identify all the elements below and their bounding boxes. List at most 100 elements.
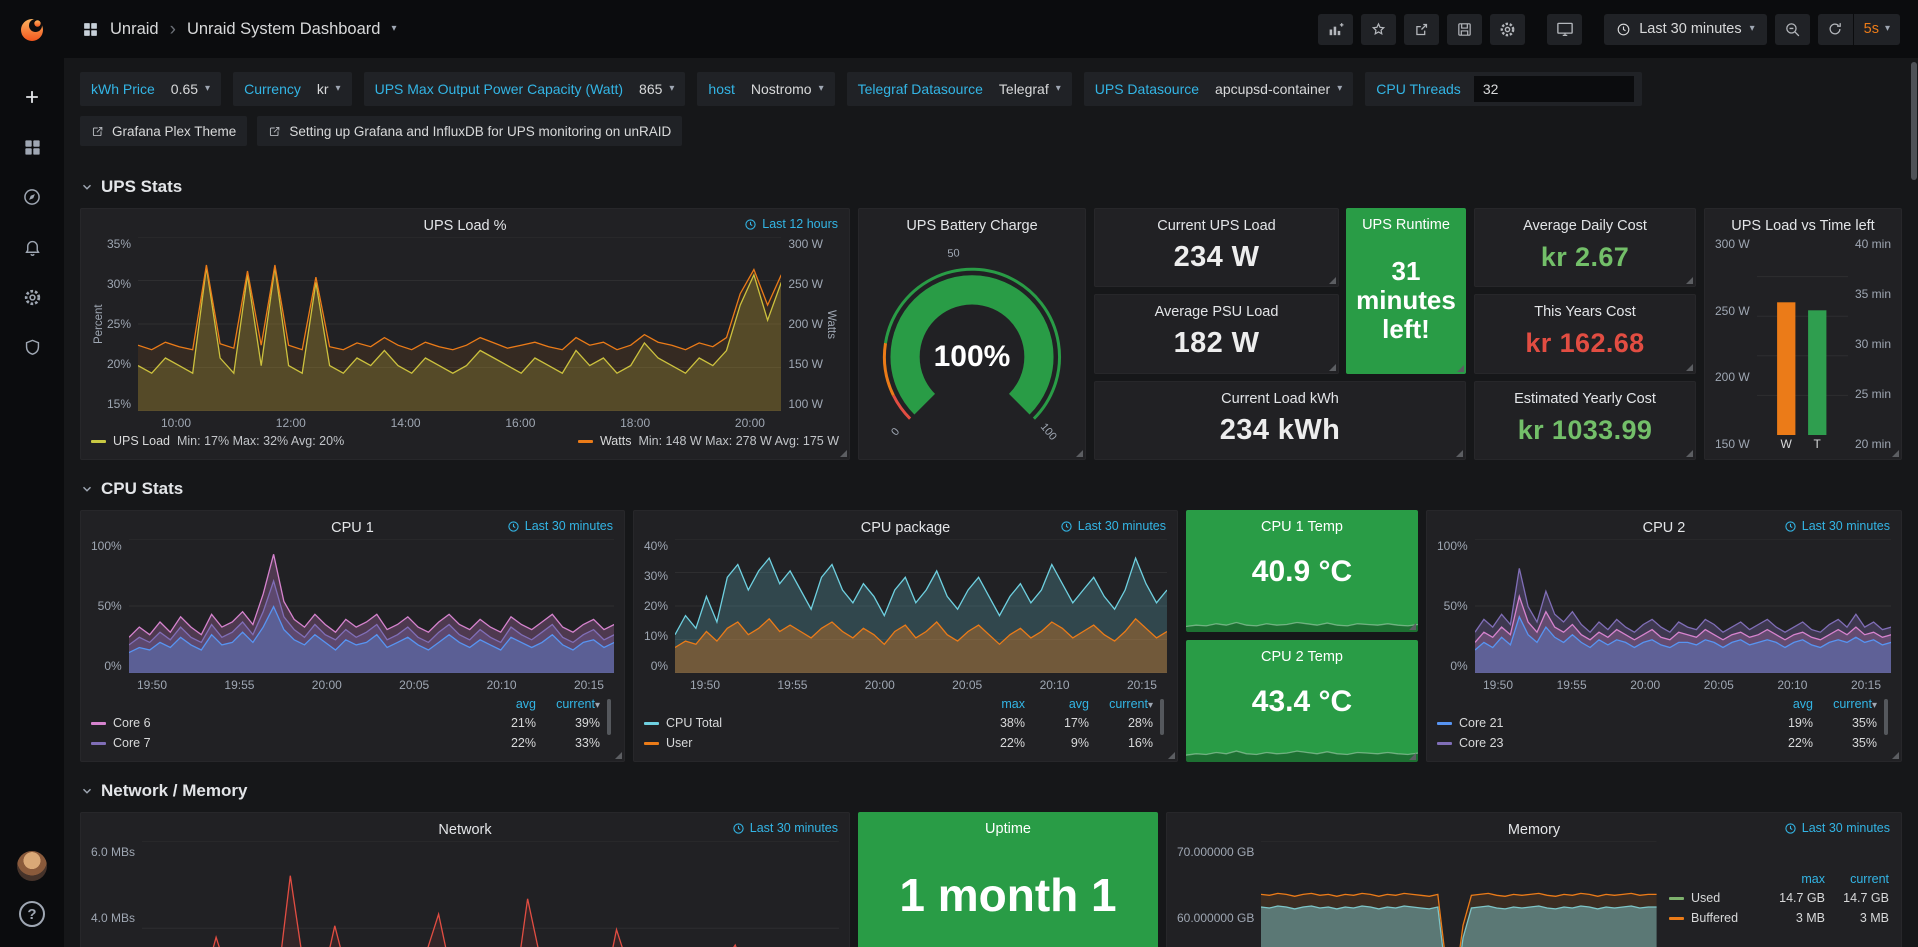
variable-currency-select[interactable]: kr ▾ xyxy=(310,72,348,106)
legend-header: max avg current▾ xyxy=(644,695,1153,713)
refresh-button[interactable] xyxy=(1817,13,1853,45)
grafana-logo[interactable] xyxy=(0,0,64,58)
panel-title[interactable]: Current UPS Load xyxy=(1157,218,1276,234)
legend-col-header[interactable]: current▾ xyxy=(1109,697,1153,711)
legend-series-name[interactable]: Core 7 xyxy=(91,736,472,750)
legend-value: 16% xyxy=(1127,736,1153,750)
legend-series-name[interactable]: Used xyxy=(1669,891,1761,905)
section-header-network-memory[interactable]: Network / Memory xyxy=(80,780,1902,802)
panel-title[interactable]: UPS Load vs Time left xyxy=(1731,218,1875,234)
legend-value: 22% xyxy=(1787,736,1813,750)
legend-series-name[interactable]: Core 23 xyxy=(1437,736,1749,750)
y-tick-label: 50% xyxy=(97,599,122,613)
legend-value: 19% xyxy=(1787,716,1813,730)
panel-title[interactable]: UPS Runtime xyxy=(1362,217,1450,233)
sidebar-item-alerting[interactable] xyxy=(12,230,52,264)
variable-cpu-threads-input[interactable] xyxy=(1473,76,1634,102)
panel-title[interactable]: CPU 1 Temp xyxy=(1261,519,1343,535)
panel-title[interactable]: Current Load kWh xyxy=(1221,390,1339,407)
sidebar-item-admin[interactable] xyxy=(12,330,52,364)
save-button[interactable] xyxy=(1447,13,1483,45)
sidebar-item-dashboards[interactable] xyxy=(12,130,52,164)
section-header-cpu-stats[interactable]: CPU Stats xyxy=(80,478,1902,500)
cpu-package-chart[interactable] xyxy=(675,539,1167,673)
variable-telegraf-datasource-select[interactable]: Telegraf ▾ xyxy=(992,72,1068,106)
legend-series-name[interactable]: UPS Load xyxy=(113,434,170,448)
panel-title[interactable]: Estimated Yearly Cost xyxy=(1514,390,1656,407)
panel-title[interactable]: Memory xyxy=(1507,822,1561,838)
refresh-interval-picker[interactable]: 5s ▾ xyxy=(1853,13,1900,45)
breadcrumb-app[interactable]: Unraid xyxy=(110,19,159,38)
legend-scrollbar[interactable] xyxy=(607,699,611,735)
legend: avg current▾ Core 6 21% 39% Core 7 22% 3… xyxy=(91,695,614,753)
breadcrumb-dashboard-title[interactable]: Unraid System Dashboard xyxy=(186,19,381,38)
cpu2-chart[interactable] xyxy=(1474,539,1891,673)
variable-label: CPU Threads xyxy=(1376,81,1461,97)
sidebar-nav xyxy=(12,80,52,849)
dashboard-settings-button[interactable] xyxy=(1490,13,1526,45)
legend-scrollbar[interactable] xyxy=(1884,699,1888,735)
dashboard-link-plex-theme[interactable]: Grafana Plex Theme xyxy=(80,116,248,146)
legend-series-stats: Min: 148 W Max: 278 W Avg: 175 W xyxy=(638,434,839,448)
page-scrollbar-thumb[interactable] xyxy=(1911,62,1917,180)
panel-title[interactable]: Average PSU Load xyxy=(1154,304,1279,321)
legend-scrollbar[interactable] xyxy=(1160,699,1164,735)
time-range-picker[interactable]: Last 30 minutes ▾ xyxy=(1604,13,1767,45)
legend-col-header[interactable]: avg xyxy=(515,697,536,711)
legend-series-name[interactable]: Core 6 xyxy=(91,716,472,730)
panel-title[interactable]: CPU 1 xyxy=(331,520,374,536)
legend-value: 3 MB xyxy=(1859,911,1889,925)
panel-title[interactable]: CPU 2 xyxy=(1642,520,1686,536)
sidebar-item-help[interactable]: ? xyxy=(12,897,52,931)
cpu1-chart[interactable] xyxy=(128,539,614,673)
share-button[interactable] xyxy=(1404,13,1440,45)
zoom-out-button[interactable] xyxy=(1774,13,1810,45)
panel-title[interactable]: UPS Load % xyxy=(423,218,507,234)
panel-title[interactable]: Network xyxy=(438,822,492,838)
legend-col-header[interactable]: current▾ xyxy=(556,697,600,711)
panel-title[interactable]: Average Daily Cost xyxy=(1523,218,1647,234)
legend-col-header[interactable]: max xyxy=(1001,697,1025,711)
variable-ups-max-output-select[interactable]: 865 ▾ xyxy=(632,72,681,106)
sidebar-item-create[interactable] xyxy=(12,80,52,114)
network-chart[interactable] xyxy=(142,841,839,947)
legend-series-name[interactable]: User xyxy=(644,736,961,750)
star-button[interactable] xyxy=(1361,13,1397,45)
time-override-label: Last 30 minutes xyxy=(1077,519,1166,533)
panel-title[interactable]: Uptime xyxy=(985,821,1031,837)
stat-value: kr 2.67 xyxy=(1540,242,1630,273)
sidebar-item-profile[interactable] xyxy=(12,849,52,883)
panel-title[interactable]: This Years Cost xyxy=(1534,304,1636,321)
y-tick-label: 35 min xyxy=(1854,287,1891,301)
legend-series-name[interactable]: Watts xyxy=(599,434,632,448)
x-tick-label: 20:00 xyxy=(1630,678,1661,692)
legend-col-header[interactable]: current xyxy=(1850,872,1889,886)
x-tick-label: 20:05 xyxy=(952,678,983,692)
dashboard-link-ups-monitoring-guide[interactable]: Setting up Grafana and InfluxDB for UPS … xyxy=(257,116,683,146)
legend-col-header[interactable]: avg xyxy=(1068,697,1089,711)
legend-col-header[interactable]: avg xyxy=(1792,697,1813,711)
variable-host-select[interactable]: Nostromo ▾ xyxy=(744,72,831,106)
section-header-ups-stats[interactable]: UPS Stats xyxy=(80,176,1902,198)
legend-series-name[interactable]: CPU Total xyxy=(644,716,961,730)
legend-series-name[interactable]: Core 21 xyxy=(1437,716,1749,730)
sidebar-item-configuration[interactable] xyxy=(12,280,52,314)
legend-series-name[interactable]: Buffered xyxy=(1669,911,1761,925)
sidebar-item-explore[interactable] xyxy=(12,180,52,214)
memory-chart[interactable] xyxy=(1261,841,1657,947)
add-panel-button[interactable] xyxy=(1318,13,1354,45)
panel-title[interactable]: CPU package xyxy=(860,520,951,536)
legend-col-header[interactable]: max xyxy=(1801,872,1825,886)
variable-kwh-price-select[interactable]: 0.65 ▾ xyxy=(164,72,217,106)
ups-load-chart[interactable] xyxy=(138,237,782,411)
cycle-view-button[interactable] xyxy=(1547,13,1583,45)
x-tick-label: 20:10 xyxy=(486,678,517,692)
panel-title[interactable]: CPU 2 Temp xyxy=(1261,649,1343,665)
cpu2-temp-sparkline xyxy=(1186,732,1418,762)
panel-title[interactable]: UPS Battery Charge xyxy=(906,218,1038,234)
chevron-down-icon[interactable]: ▾ xyxy=(391,23,397,34)
variable-ups-datasource-select[interactable]: apcupsd-container ▾ xyxy=(1208,72,1349,106)
legend-col-header[interactable]: current▾ xyxy=(1833,697,1877,711)
